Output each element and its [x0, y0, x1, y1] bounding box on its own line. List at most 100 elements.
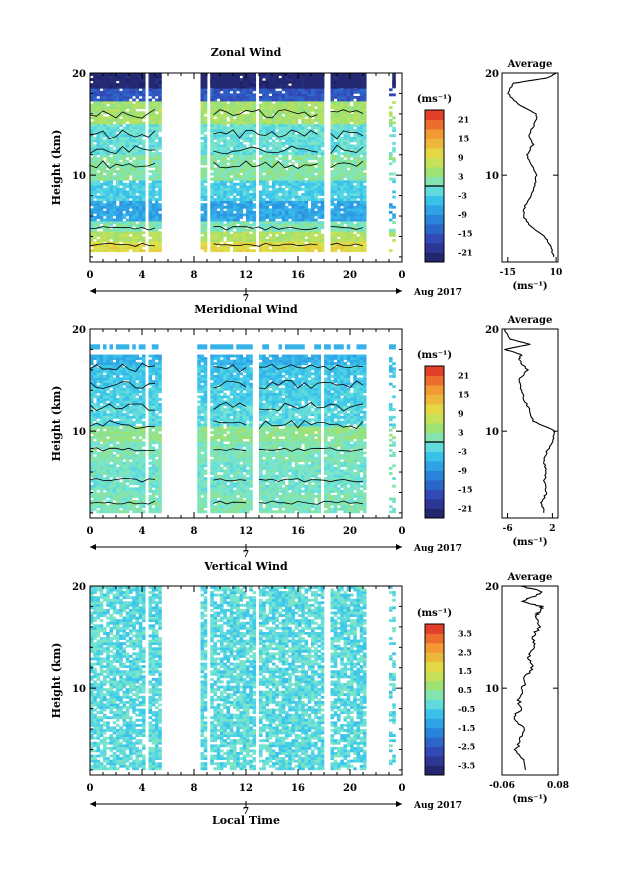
- heatmap-cell: [119, 164, 123, 168]
- heatmap-cell: [356, 131, 361, 135]
- heatmap-cell: [119, 108, 123, 112]
- heatmap-cell: [203, 249, 208, 253]
- heatmap-cell: [93, 433, 97, 437]
- heatmap-cell: [353, 195, 357, 199]
- heatmap-cell: [116, 144, 120, 148]
- heatmap-cell: [109, 157, 114, 161]
- heatmap-cell: [210, 152, 214, 156]
- heatmap-cell: [246, 246, 250, 250]
- heatmap-cell: [298, 126, 302, 130]
- heatmap-cell: [200, 98, 205, 102]
- heatmap-cell: [200, 175, 205, 179]
- heatmap-cell: [288, 182, 292, 186]
- heatmap-cell: [99, 177, 104, 181]
- heatmap-cell: [112, 193, 117, 196]
- heatmap-cell: [106, 392, 110, 396]
- heatmap-cell: [129, 95, 133, 99]
- heatmap-cell: [93, 377, 97, 381]
- heatmap-cell: [203, 246, 208, 250]
- heatmap-cell: [343, 152, 348, 156]
- heatmap-cell: [252, 162, 257, 166]
- heatmap-cell: [272, 203, 276, 207]
- heatmap-cell: [109, 162, 114, 166]
- heatmap-cell: [317, 175, 322, 179]
- heatmap-cell: [340, 170, 344, 173]
- heatmap-cell: [242, 233, 247, 237]
- heatmap-cell: [155, 106, 159, 110]
- heatmap-cell: [265, 111, 270, 115]
- heatmap-cell: [106, 249, 110, 253]
- heatmap-cell: [203, 98, 208, 102]
- heatmap-cell: [93, 139, 97, 143]
- heatmap-cell: [135, 111, 140, 115]
- heatmap-cell: [138, 152, 143, 156]
- heatmap-cell: [116, 124, 120, 127]
- heatmap-cell: [333, 154, 338, 158]
- heatmap-cell: [330, 154, 335, 158]
- heatmap-cell: [330, 162, 335, 166]
- heatmap-cell: [236, 187, 240, 191]
- heatmap-cell: [239, 88, 244, 92]
- heatmap-cell: [252, 210, 257, 214]
- heatmap-cell: [210, 205, 214, 209]
- heatmap-cell: [252, 101, 257, 104]
- heatmap-cell: [158, 187, 162, 191]
- heatmap-cell: [340, 223, 344, 227]
- heatmap-cell: [90, 185, 94, 189]
- heatmap-cell: [99, 507, 104, 511]
- heatmap-cell: [236, 233, 240, 237]
- heatmap-cell: [389, 124, 393, 127]
- heatmap-cell: [220, 203, 224, 207]
- colorbar-step: [425, 252, 444, 263]
- heatmap-cell: [294, 190, 299, 194]
- heatmap-cell: [103, 392, 107, 396]
- heatmap-cell: [259, 162, 263, 166]
- heatmap-cell: [265, 208, 270, 212]
- heatmap-cell: [346, 177, 351, 181]
- heatmap-cell: [298, 134, 302, 138]
- heatmap-cell: [106, 233, 110, 237]
- heatmap-cell: [350, 193, 354, 196]
- heatmap-cell: [359, 221, 364, 224]
- heatmap-cell: [148, 113, 153, 117]
- heatmap-cell: [304, 182, 309, 186]
- heatmap-cell: [259, 177, 263, 181]
- heatmap-cell: [148, 233, 153, 237]
- heatmap-cell: [90, 464, 94, 468]
- heatmap-cell: [272, 185, 276, 189]
- heatmap-cell: [262, 85, 266, 89]
- heatmap-cell: [246, 172, 250, 176]
- heatmap-cell: [333, 75, 338, 79]
- heatmap-cell: [90, 484, 94, 488]
- heatmap-cell: [281, 218, 286, 222]
- heatmap-cell: [112, 141, 117, 145]
- heatmap-cell: [142, 170, 146, 173]
- heatmap-cell: [239, 95, 244, 99]
- heatmap-cell: [229, 239, 234, 242]
- heatmap-cell: [252, 236, 257, 240]
- heatmap-cell: [278, 236, 283, 240]
- heatmap-cell: [265, 83, 270, 87]
- heatmap-cell: [226, 216, 231, 219]
- heatmap-cell: [239, 118, 244, 122]
- heatmap-cell: [135, 213, 140, 217]
- heatmap-cell: [317, 249, 322, 253]
- heatmap-cell: [272, 233, 276, 237]
- heatmap-cell: [239, 149, 244, 153]
- heatmap-cell: [90, 397, 94, 401]
- heatmap-cell: [311, 175, 315, 179]
- heatmap-cell: [90, 459, 94, 463]
- heatmap-cell: [259, 159, 263, 163]
- heatmap-cell: [301, 157, 305, 161]
- heatmap-cell: [262, 249, 266, 253]
- heatmap-cell: [129, 182, 133, 186]
- heatmap-cell: [356, 195, 361, 199]
- heatmap-cell: [96, 210, 101, 214]
- heatmap-cell: [298, 239, 302, 242]
- heatmap-cell: [99, 495, 104, 498]
- heatmap-cell: [148, 175, 153, 179]
- heatmap-cell: [142, 98, 146, 102]
- heatmap-cell: [246, 118, 250, 122]
- heatmap-cell: [132, 73, 136, 89]
- heatmap-cell: [392, 126, 396, 130]
